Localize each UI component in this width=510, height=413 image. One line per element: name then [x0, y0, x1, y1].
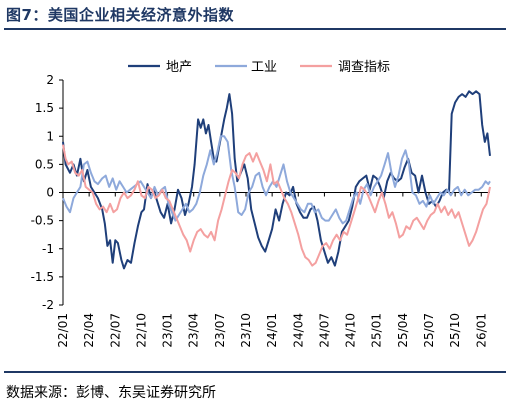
y-tick-label: -1.5 [31, 270, 54, 284]
y-tick-label: 1.5 [35, 101, 54, 115]
x-tick-label: 25/10 [448, 313, 462, 348]
series-line [62, 90, 491, 270]
y-tick-label: 0.5 [35, 157, 54, 171]
x-tick-label: 23/10 [239, 313, 253, 348]
x-tick-label: 25/01 [370, 313, 384, 348]
source-rule [4, 371, 506, 373]
y-tick-label: -0.5 [31, 214, 54, 228]
series-line [62, 144, 491, 267]
x-tick-label: 22/07 [108, 313, 122, 348]
x-tick-label: 24/04 [291, 313, 305, 348]
x-tick-label: 23/01 [161, 313, 175, 348]
x-tick-label: 22/01 [56, 313, 70, 348]
x-tick-label: 23/04 [187, 313, 201, 348]
x-tick-label: 26/01 [474, 313, 488, 348]
x-tick-label: 25/04 [396, 313, 410, 348]
legend-label: 工业 [251, 60, 277, 75]
source-note: 数据来源：彭博、东吴证券研究所 [6, 385, 216, 401]
x-tick-label: 24/10 [344, 313, 358, 348]
y-tick-label: 2 [46, 73, 54, 87]
x-tick-label: 24/01 [265, 313, 279, 348]
y-tick-label: 0 [46, 186, 54, 200]
chart-series [62, 90, 491, 270]
title-rule [4, 28, 506, 30]
figure-title: 图7：美国企业相关经济意外指数 [6, 6, 234, 24]
x-tick-label: 22/04 [82, 313, 96, 348]
chart-axes: 2 1.5 1 0.5 0 -0.5 -1 -1.5 -222/01 22/04 22/07 22/1… [31, 73, 490, 348]
x-tick-label: 24/07 [317, 313, 331, 348]
y-tick-label: 1 [46, 129, 54, 143]
x-tick-label: 23/07 [213, 313, 227, 348]
x-tick-label: 25/07 [422, 313, 436, 348]
y-tick-label: -1 [42, 242, 54, 256]
legend-label: 地产 [166, 60, 192, 75]
y-tick-label: -2 [42, 298, 54, 312]
legend-label: 调查指标 [338, 60, 390, 75]
chart-legend: 地产 工业 调查指标 [128, 60, 390, 75]
x-tick-label: 22/10 [134, 313, 148, 348]
